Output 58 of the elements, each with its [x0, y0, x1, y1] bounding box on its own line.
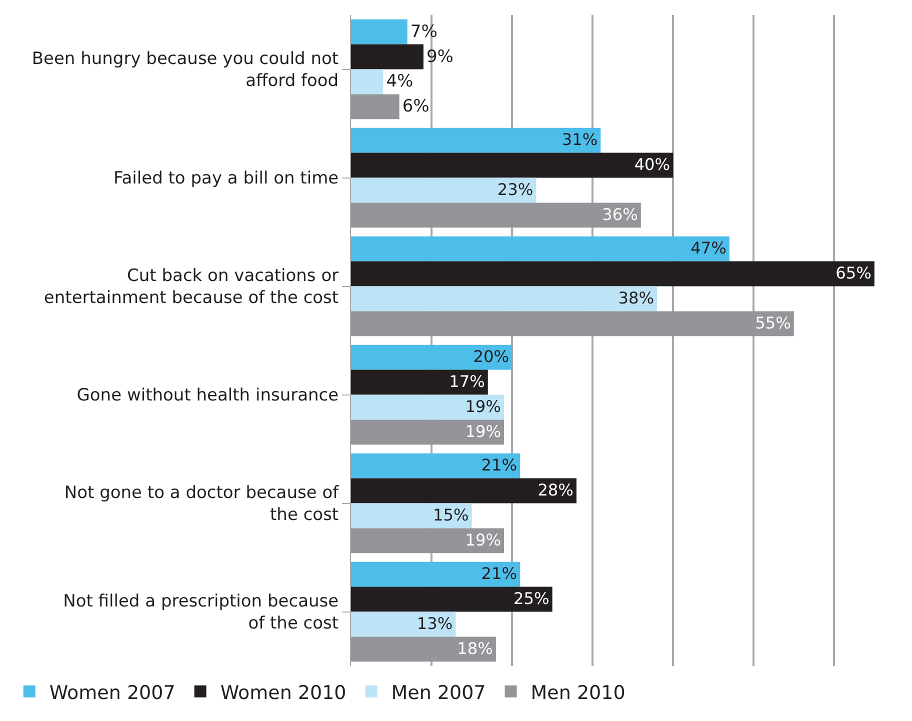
bar [351, 69, 384, 94]
legend-label: Women 2007 [49, 682, 176, 704]
data-label: 55% [755, 313, 791, 332]
data-label: 28% [538, 480, 574, 500]
y-tick-label: Been hungry because you could not afford food [32, 49, 339, 92]
bar [351, 202, 641, 228]
bar [351, 420, 504, 445]
bar [351, 478, 576, 504]
data-label: 47% [690, 238, 726, 258]
bar [351, 128, 601, 153]
bar [351, 453, 520, 478]
bar [351, 311, 794, 336]
bar [351, 94, 400, 120]
data-label: 4% [386, 72, 414, 92]
bar [351, 612, 456, 637]
data-label: 65% [836, 264, 872, 283]
data-label: 21% [481, 564, 518, 584]
y-tick-label: Not filled a prescription because of the cost [63, 592, 339, 634]
bar [351, 562, 520, 587]
data-label: 15% [432, 505, 469, 524]
data-label: 25% [514, 589, 550, 608]
bar [351, 370, 488, 395]
legend-label: Men 2007 [391, 682, 486, 704]
bar [351, 503, 472, 528]
data-label: 20% [473, 347, 510, 366]
bar [351, 636, 496, 662]
bar [351, 236, 730, 262]
data-label: 19% [465, 530, 501, 550]
data-label: 36% [602, 204, 638, 224]
data-label: 13% [416, 614, 453, 633]
y-tick-label: Cut back on vacations or entertainment because of the cost [44, 266, 339, 308]
bar [351, 178, 536, 203]
bar [351, 44, 424, 70]
data-label: 18% [457, 638, 493, 658]
y-tick-label: Not gone to a doctor because of the cost [64, 483, 340, 526]
data-label: 6% [402, 96, 430, 117]
data-label: 7% [410, 22, 438, 42]
bar [351, 19, 408, 44]
bar [351, 261, 874, 286]
data-label: 40% [634, 155, 670, 174]
data-label: 9% [426, 46, 454, 67]
data-label: 19% [465, 422, 501, 441]
legend-label: Women 2010 [220, 682, 346, 704]
bar [351, 286, 658, 312]
y-tick-label: Gone without health insurance [76, 386, 339, 406]
legend-label: Men 2010 [530, 682, 626, 704]
bar [351, 152, 674, 178]
data-label: 23% [497, 180, 534, 199]
y-tick-label: Failed to pay a bill on time [114, 168, 339, 189]
data-label: 19% [465, 396, 501, 416]
bar [351, 344, 512, 370]
bar [351, 586, 552, 612]
data-label: 21% [481, 456, 518, 475]
data-label: 17% [449, 372, 485, 392]
bar [351, 528, 504, 554]
data-label: 31% [562, 130, 598, 150]
bar [351, 394, 504, 420]
data-label: 38% [618, 288, 654, 308]
